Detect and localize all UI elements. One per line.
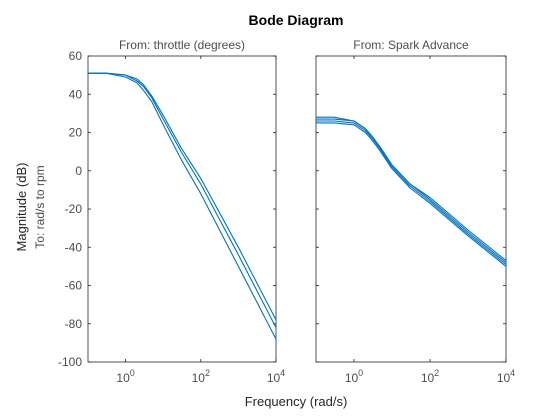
y-tick-label: 60 bbox=[69, 49, 83, 63]
y-tick-label: -100 bbox=[58, 355, 82, 369]
y-tick-label: 20 bbox=[69, 126, 83, 140]
x-tick-label: 100 bbox=[345, 368, 363, 385]
panel-2-series-3-line bbox=[315, 120, 507, 266]
y-tick-label: 0 bbox=[75, 164, 82, 178]
panel-2-series-2-line bbox=[315, 118, 507, 264]
y-tick-label: -20 bbox=[65, 202, 83, 216]
x-axis-label: Frequency (rad/s) bbox=[245, 394, 348, 409]
output-channel-label: To: rad/s to rpm bbox=[33, 165, 47, 248]
y-tick-label: -40 bbox=[65, 240, 83, 254]
panel-2-axes: 100 102 104 bbox=[315, 55, 515, 385]
panel-1-axes: 60 40 20 0 -20 -40 -60 -80 -100 100 102 104 bbox=[58, 49, 285, 385]
y-axis-label: Magnitude (dB) bbox=[14, 163, 29, 252]
x-tick-label: 102 bbox=[421, 368, 439, 385]
x-tick-label: 100 bbox=[116, 368, 134, 385]
panel-1-frame bbox=[87, 55, 277, 363]
panel-2-series-4-line bbox=[315, 122, 507, 267]
y-tick-label: 40 bbox=[69, 87, 83, 101]
panel-2-frame bbox=[315, 55, 507, 363]
panel-1-series-2-line bbox=[87, 72, 277, 329]
y-tick-label: -80 bbox=[65, 317, 83, 331]
chart-title: Bode Diagram bbox=[249, 12, 344, 28]
panel-1-subtitle: From: throttle (degrees) bbox=[119, 38, 245, 52]
panel-1-series-3-line bbox=[87, 72, 277, 340]
y-tick-label: -60 bbox=[65, 279, 83, 293]
x-tick-label: 104 bbox=[497, 368, 515, 385]
panel-2-subtitle: From: Spark Advance bbox=[353, 38, 469, 52]
x-tick-label: 104 bbox=[267, 368, 285, 385]
x-tick-label: 102 bbox=[192, 368, 210, 385]
